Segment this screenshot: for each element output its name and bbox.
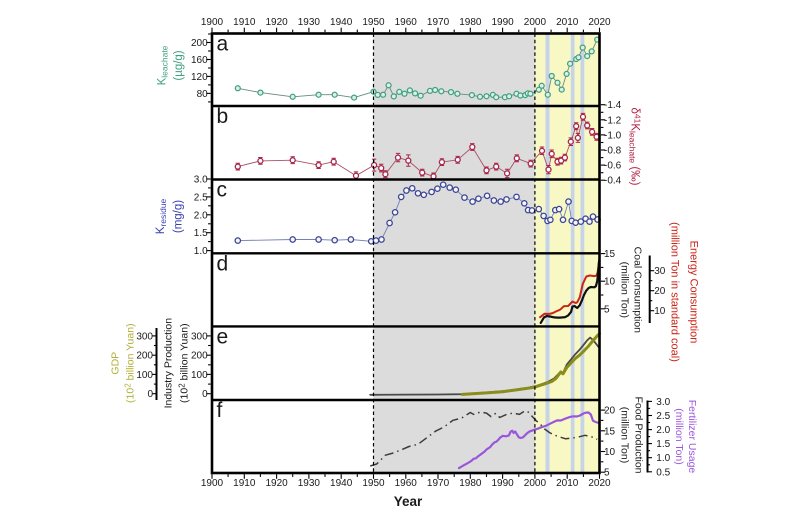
svg-text:(million Ton): (million Ton) [673,408,685,464]
svg-text:(µg/g): (µg/g) [173,50,185,80]
svg-text:1930: 1930 [298,17,321,28]
svg-text:160: 160 [191,55,208,66]
svg-text:1.0: 1.0 [194,246,208,257]
svg-text:2000: 2000 [524,478,547,489]
svg-text:(mg/g): (mg/g) [173,200,185,233]
svg-text:1950: 1950 [362,17,385,28]
svg-text:1920: 1920 [265,478,288,489]
svg-text:1960: 1960 [395,478,418,489]
svg-text:20: 20 [654,286,666,297]
svg-text:2020: 2020 [588,17,611,28]
svg-text:1960: 1960 [395,17,418,28]
svg-text:Coal Consumption: Coal Consumption [632,247,644,334]
svg-text:20: 20 [604,406,616,417]
svg-text:1930: 1930 [298,478,321,489]
svg-text:1.0: 1.0 [656,453,670,464]
svg-text:1900: 1900 [201,17,224,28]
svg-text:1990: 1990 [492,478,515,489]
svg-text:(102 billion Yuan): (102 billion Yuan) [124,323,137,403]
svg-text:2010: 2010 [556,17,579,28]
svg-text:2.5: 2.5 [656,411,670,422]
svg-text:1950: 1950 [362,478,385,489]
svg-text:a: a [217,33,229,56]
svg-text:1970: 1970 [427,478,450,489]
svg-text:GDP: GDP [109,352,121,375]
svg-text:-0.8: -0.8 [604,146,622,157]
svg-text:2000: 2000 [524,17,547,28]
svg-text:-0.4: -0.4 [604,176,622,187]
svg-text:1920: 1920 [265,17,288,28]
svg-text:2.5: 2.5 [194,192,208,203]
svg-text:(million Ton): (million Ton) [619,407,631,463]
svg-text:1910: 1910 [233,478,256,489]
svg-text:Industry Production: Industry Production [163,318,175,409]
svg-text:300: 300 [136,331,153,342]
svg-text:-1.4: -1.4 [604,100,622,111]
svg-text:2010: 2010 [556,478,579,489]
svg-text:-1.2: -1.2 [604,115,622,126]
svg-text:Kleachate: Kleachate [157,45,170,85]
svg-text:1900: 1900 [201,478,224,489]
svg-text:f: f [217,399,223,422]
svg-text:5: 5 [604,468,610,479]
svg-text:1980: 1980 [459,478,482,489]
svg-text:120: 120 [191,72,208,83]
svg-text:d: d [217,253,229,276]
svg-text:Food Production: Food Production [633,396,645,473]
svg-text:1940: 1940 [330,478,353,489]
svg-text:10: 10 [604,277,616,288]
svg-text:2.0: 2.0 [194,210,208,221]
svg-text:Kresidue: Kresidue [155,198,168,234]
svg-text:0: 0 [202,389,208,400]
svg-text:200: 200 [136,351,153,362]
svg-text:3.0: 3.0 [656,397,670,408]
svg-text:0.5: 0.5 [656,467,670,478]
svg-text:1990: 1990 [492,17,515,28]
svg-text:1980: 1980 [459,17,482,28]
svg-text:Fertilizer Usage: Fertilizer Usage [686,400,698,474]
svg-text:15: 15 [604,426,616,437]
svg-text:1940: 1940 [330,17,353,28]
svg-text:30: 30 [654,266,666,277]
svg-text:5: 5 [604,304,610,315]
svg-text:200: 200 [191,38,208,49]
svg-text:(million Ton in standard coal): (million Ton in standard coal) [669,222,681,362]
svg-text:Energy Consumption: Energy Consumption [688,241,700,344]
svg-text:c: c [217,179,228,202]
svg-text:1970: 1970 [427,17,450,28]
svg-text:80: 80 [197,89,209,100]
svg-text:15: 15 [604,249,616,260]
svg-text:0: 0 [147,389,153,400]
svg-text:e: e [217,326,229,349]
svg-text:10: 10 [604,447,616,458]
svg-text:100: 100 [191,370,208,381]
svg-text:1.5: 1.5 [194,228,208,239]
svg-text:-1.0: -1.0 [604,130,622,141]
svg-text:100: 100 [136,370,153,381]
svg-text:-0.6: -0.6 [604,161,622,172]
svg-text:2.0: 2.0 [656,425,670,436]
svg-text:(million Ton): (million Ton) [619,262,631,318]
svg-text:b: b [217,105,229,128]
svg-text:Year: Year [394,494,423,509]
svg-text:200: 200 [191,351,208,362]
svg-text:2020: 2020 [588,478,611,489]
svg-text:1910: 1910 [233,17,256,28]
svg-text:1.5: 1.5 [656,439,670,450]
svg-text:(102 billion Yuan): (102 billion Yuan) [178,323,191,403]
svg-text:δ41Kleachate (‰): δ41Kleachate (‰) [628,107,643,185]
svg-text:300: 300 [191,331,208,342]
svg-text:10: 10 [654,306,666,317]
svg-text:3.0: 3.0 [194,175,208,186]
